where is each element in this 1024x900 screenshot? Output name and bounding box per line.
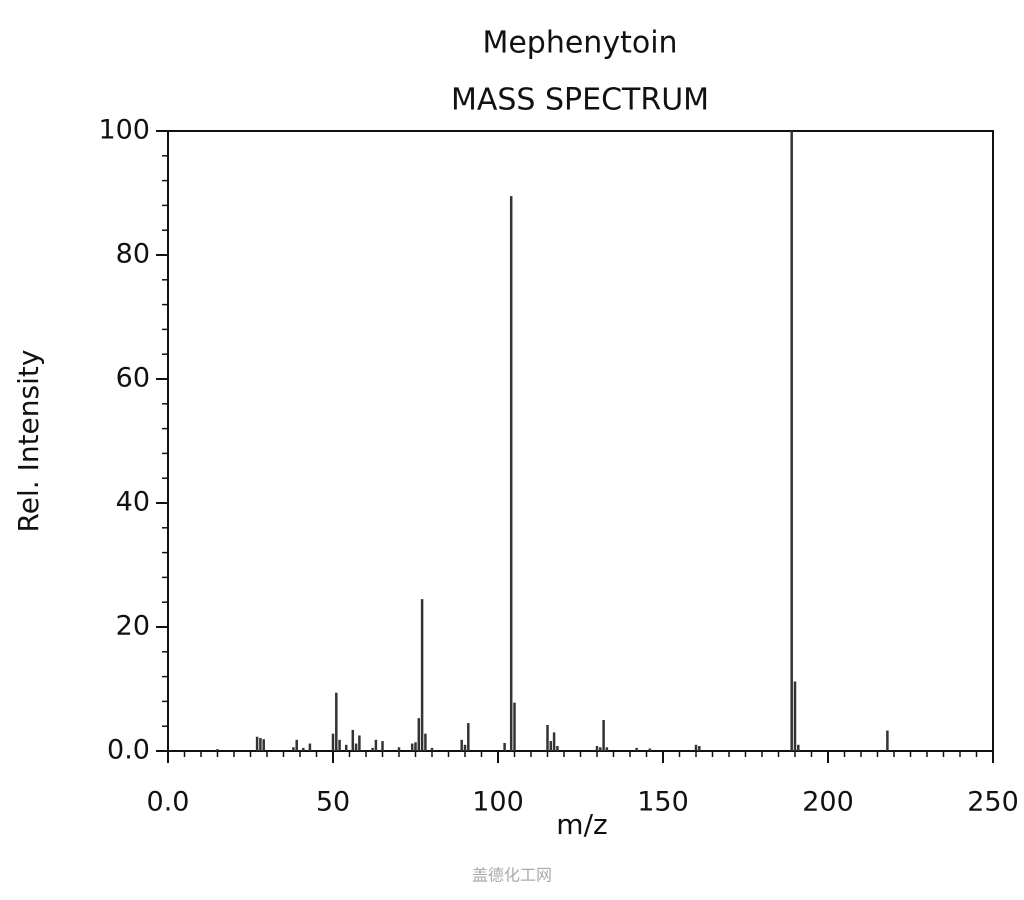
x-tick-label: 100 [472, 787, 524, 818]
chart-title: Mephenytoin [482, 26, 677, 61]
plot-frame [167, 130, 994, 752]
y-tick-label: 20 [116, 611, 150, 642]
x-tick-label: 200 [802, 787, 854, 818]
y-tick-label: 60 [116, 363, 150, 394]
watermark: 盖德化工网 [472, 866, 552, 885]
x-tick-label: 50 [316, 787, 350, 818]
y-tick-label: 40 [116, 487, 150, 518]
x-tick-label: 250 [967, 787, 1019, 818]
chart-subtitle: MASS SPECTRUM [451, 83, 709, 118]
y-tick-label: 0.0 [107, 735, 150, 766]
y-axis-label: Rel. Intensity [12, 350, 45, 533]
y-tick-label: 100 [98, 115, 150, 146]
x-axis-label: m/z [556, 808, 607, 841]
y-tick-label: 80 [116, 239, 150, 270]
x-tick-label: 150 [637, 787, 689, 818]
x-tick-label: 0.0 [147, 787, 190, 818]
